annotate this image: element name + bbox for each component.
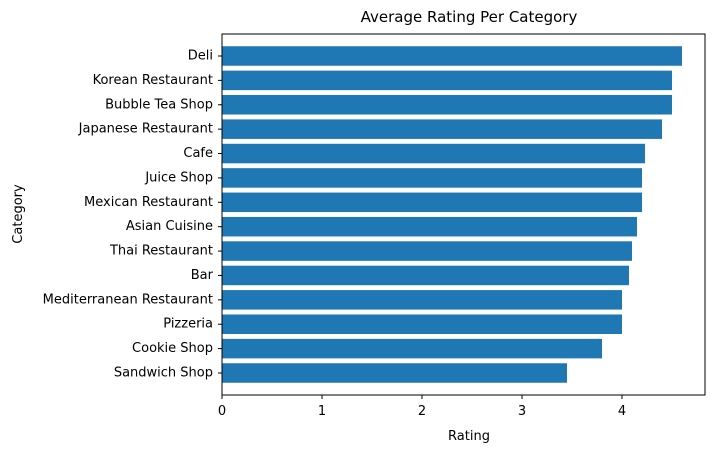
bar <box>222 119 662 139</box>
bar <box>222 314 622 334</box>
bar <box>222 46 682 66</box>
y-tick-label: Japanese Restaurant <box>78 122 213 137</box>
bar <box>222 70 672 91</box>
y-tick-label: Asian Cuisine <box>126 219 213 234</box>
y-tick-label: Thai Restaurant <box>109 244 213 259</box>
y-tick-label: Sandwich Shop <box>114 366 213 381</box>
y-tick-label: Deli <box>188 49 213 64</box>
y-tick-label: Juice Shop <box>144 170 213 185</box>
y-tick-label: Bubble Tea Shop <box>105 97 213 112</box>
bar <box>222 338 602 359</box>
bar <box>222 95 672 115</box>
bars-group <box>222 46 682 383</box>
plot-frame <box>221 33 706 396</box>
x-axis-title: Rating <box>448 429 490 444</box>
x-tick-label: 3 <box>518 404 526 419</box>
bar <box>222 241 632 261</box>
y-tick-label: Cafe <box>183 146 213 161</box>
y-tick-label: Cookie Shop <box>132 341 213 356</box>
x-axis-ticks: 0 1 2 3 4 <box>218 395 626 419</box>
x-tick-label: 1 <box>318 404 326 419</box>
bar <box>222 363 567 383</box>
y-tick-label: Mexican Restaurant <box>84 195 213 210</box>
y-tick-label: Korean Restaurant <box>93 73 213 88</box>
y-tick-label: Mediterranean Restaurant <box>43 292 213 307</box>
x-tick-label: 0 <box>218 404 226 419</box>
bar <box>222 290 622 310</box>
chart-title: Average Rating Per Category <box>361 8 578 26</box>
y-axis-title: Category <box>11 184 26 244</box>
y-axis-ticks: Deli Korean Restaurant Bubble Tea Shop Japa… <box>43 49 222 381</box>
bar <box>222 216 637 237</box>
x-tick-label: 2 <box>418 404 426 419</box>
bar <box>222 168 642 188</box>
x-tick-label: 4 <box>618 404 626 419</box>
y-tick-label: Bar <box>191 268 214 283</box>
bar <box>222 265 629 286</box>
y-tick-label: Pizzeria <box>163 317 213 332</box>
bar <box>222 143 645 164</box>
bar <box>222 192 642 213</box>
